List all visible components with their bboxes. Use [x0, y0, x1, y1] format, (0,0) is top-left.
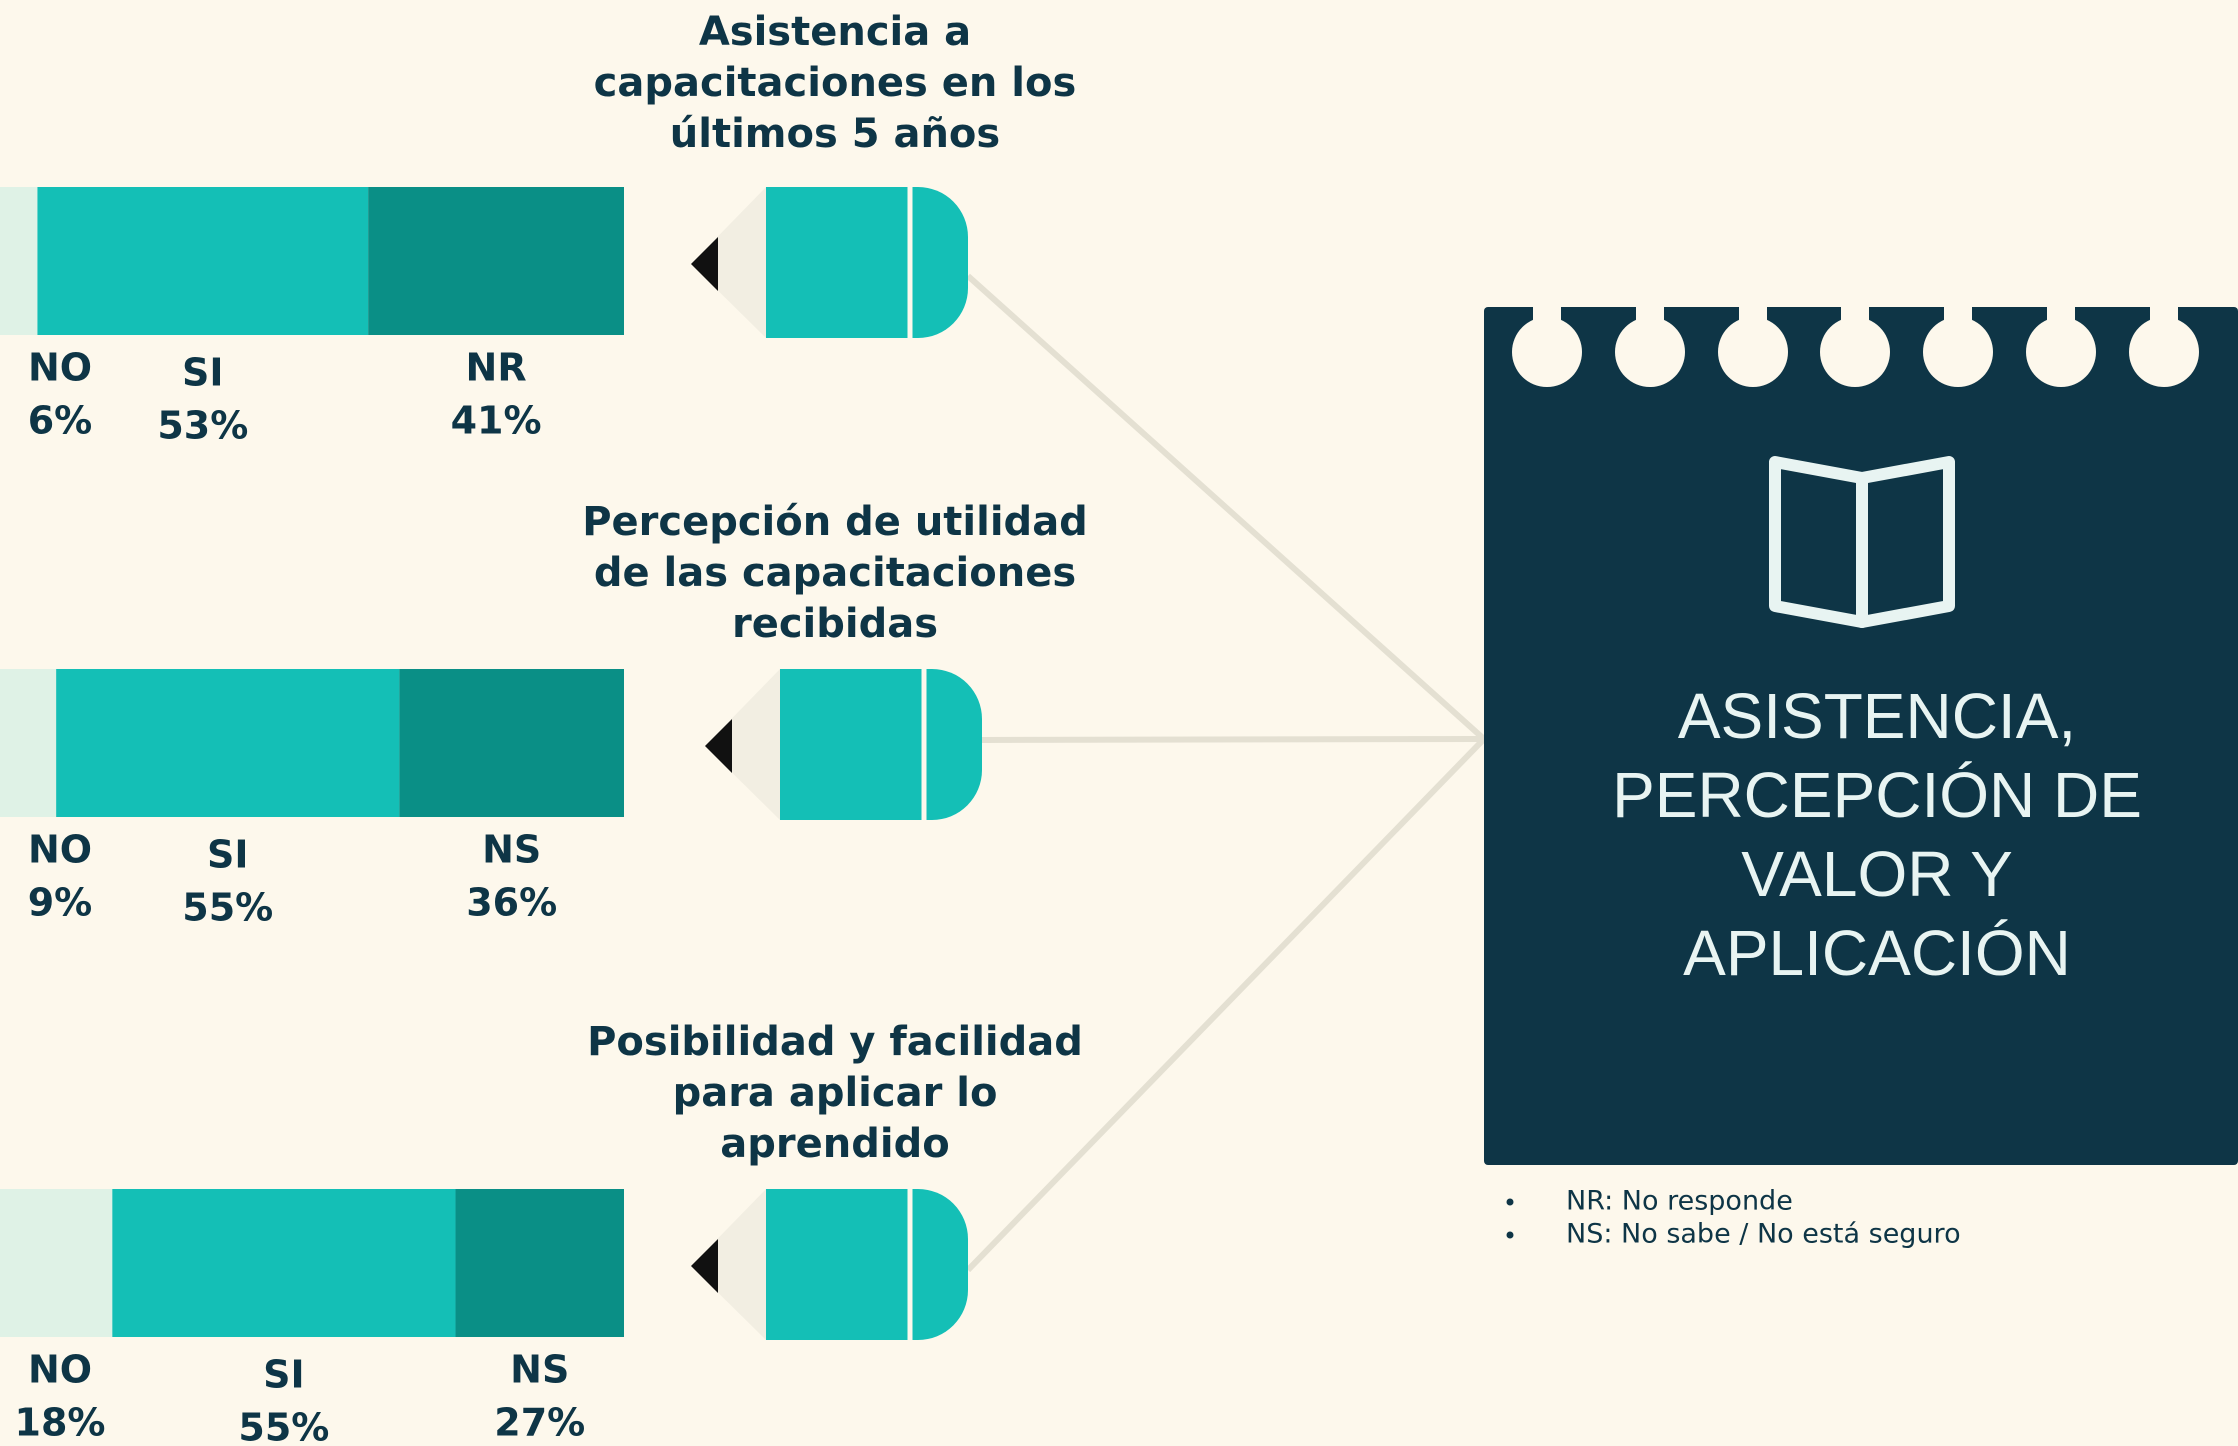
- chart-title: Posibilidad y facilidad: [587, 1019, 1083, 1065]
- pencil-wood: [691, 1189, 766, 1340]
- note: NR: No responde: [1566, 1186, 1793, 1217]
- value-label: 41%: [451, 399, 542, 443]
- ring-hole: [1615, 317, 1685, 387]
- bar-segment: [399, 669, 624, 817]
- ring-hole: [1820, 317, 1890, 387]
- bar-segment: [112, 1189, 456, 1337]
- pencil-wood: [705, 669, 780, 820]
- pencil-lead: [705, 719, 732, 773]
- ring-hole: [2026, 317, 2096, 387]
- notebook-page: [1484, 307, 2238, 1165]
- category-label: NR: [466, 346, 527, 390]
- notebook-title: ASISTENCIA,: [1678, 680, 2076, 752]
- chart-title: Percepción de utilidad: [582, 499, 1088, 545]
- category-label: NO: [28, 346, 92, 390]
- pencil: [691, 187, 968, 338]
- category-label: NS: [482, 828, 541, 872]
- note-bullet: [1506, 1231, 1514, 1239]
- chart-title: de las capacitaciones: [594, 550, 1076, 596]
- ring-hole: [1923, 317, 1993, 387]
- ring-hole: [1512, 317, 1582, 387]
- bar-segment: [0, 669, 57, 817]
- rings: [1512, 300, 2199, 387]
- pencil-body: [766, 1189, 968, 1340]
- value-label: 27%: [494, 1401, 585, 1445]
- chart-title: recibidas: [732, 601, 938, 647]
- notebook-title: APLICACIÓN: [1683, 917, 2071, 989]
- chart-title: aprendido: [720, 1121, 949, 1167]
- connector: [965, 736, 1487, 1273]
- bar-segment: [368, 187, 624, 335]
- bar-segment: [455, 1189, 624, 1337]
- chart-title: Asistencia a: [699, 9, 971, 55]
- pencil: [691, 1189, 968, 1340]
- bar-segment: [37, 187, 369, 335]
- category-label: NO: [28, 828, 92, 872]
- connector: [981, 736, 1485, 743]
- connector: [965, 273, 1487, 742]
- bar-segment: [0, 187, 38, 335]
- pencil-wood: [691, 187, 766, 338]
- ring-hole: [2129, 317, 2199, 387]
- note-bullet: [1506, 1198, 1514, 1206]
- value-label: 6%: [28, 399, 93, 443]
- value-label: 53%: [157, 404, 248, 448]
- chart-title: capacitaciones en los: [594, 60, 1077, 106]
- notebook-title: PERCEPCIÓN DE: [1612, 759, 2142, 831]
- bar-segment: [56, 669, 400, 817]
- pencil: [705, 669, 982, 820]
- chart-title: para aplicar lo: [673, 1070, 998, 1116]
- pencil-lead: [691, 1239, 718, 1293]
- category-label: SI: [263, 1353, 305, 1397]
- ring-hole: [1718, 317, 1788, 387]
- category-label: SI: [182, 351, 224, 395]
- notebook: [1484, 300, 2238, 1165]
- chart-title: últimos 5 años: [670, 111, 1000, 157]
- pencil-body: [766, 187, 968, 338]
- pencil-lead: [691, 237, 718, 291]
- category-label: NS: [510, 1348, 569, 1392]
- notebook-title: VALOR Y: [1741, 838, 2013, 910]
- category-label: SI: [207, 833, 249, 877]
- value-label: 36%: [466, 881, 557, 925]
- value-label: 18%: [15, 1401, 106, 1445]
- note: NS: No sabe / No está seguro: [1566, 1219, 1961, 1250]
- pencil-body: [780, 669, 982, 820]
- value-label: 55%: [238, 1406, 329, 1446]
- bar-segment: [0, 1189, 113, 1337]
- book-icon: [1769, 456, 1955, 628]
- connectors: [965, 273, 1487, 1273]
- value-label: 9%: [28, 881, 93, 925]
- category-label: NO: [28, 1348, 92, 1392]
- value-label: 55%: [182, 886, 273, 930]
